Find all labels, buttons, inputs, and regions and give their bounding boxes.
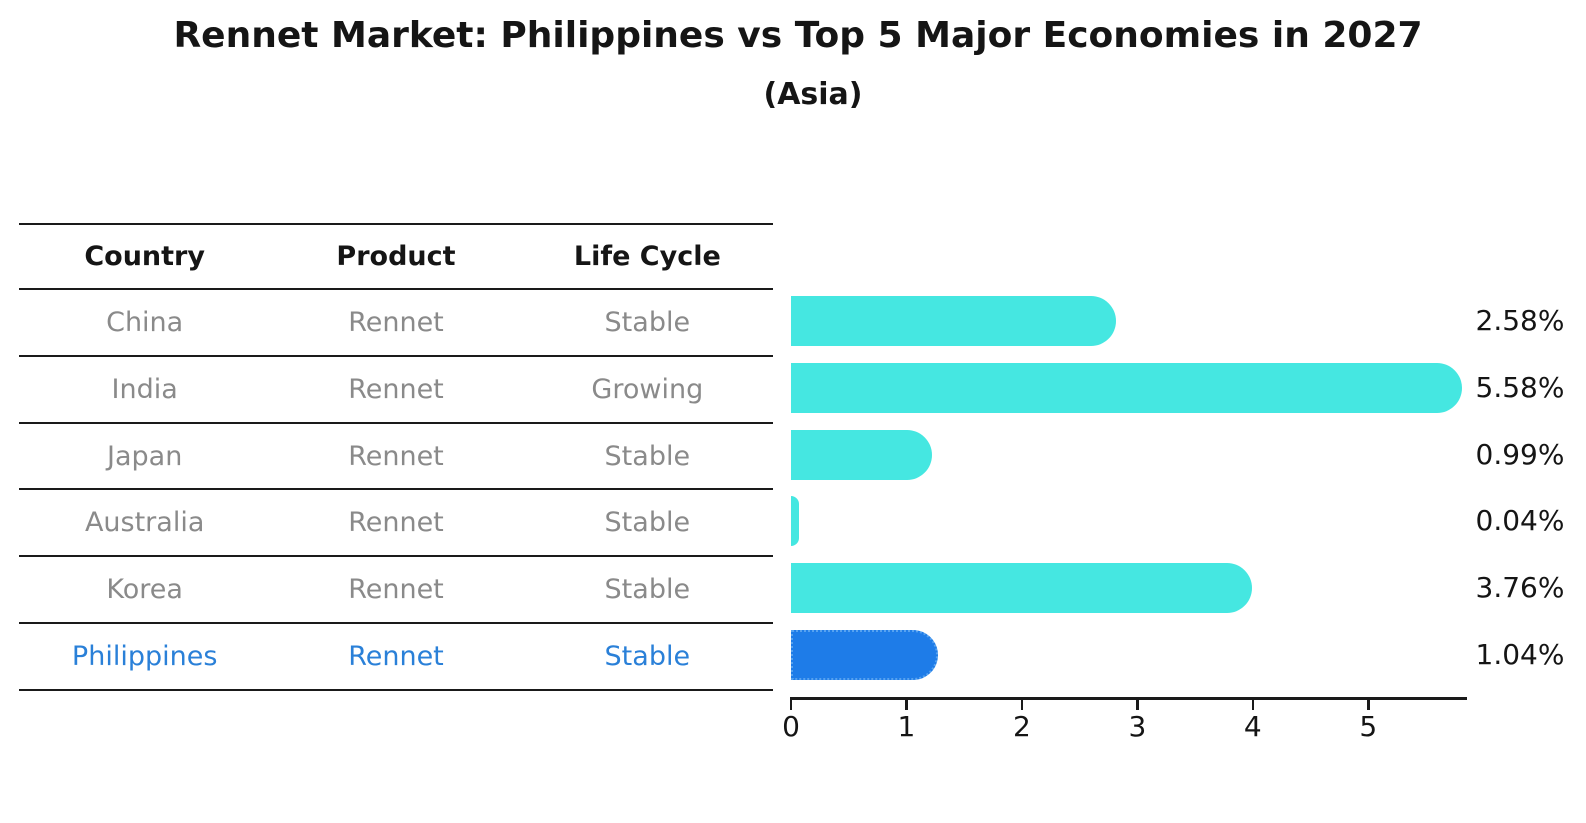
x-axis-tick-label: 4 (1243, 710, 1262, 743)
cell-country: Japan (107, 440, 183, 472)
value-label-india: 5.58% (1475, 370, 1565, 404)
cell-country: India (111, 373, 178, 405)
col-header-lifecycle: Life Cycle (573, 241, 721, 272)
cell-country: China (106, 306, 184, 338)
bar-philippines (791, 630, 939, 681)
value-label-australia: 0.04% (1475, 504, 1565, 538)
bar-korea (791, 563, 1253, 614)
x-axis-tick (789, 699, 793, 710)
x-axis-tick (905, 699, 908, 710)
x-axis-tick-label: 5 (1359, 710, 1378, 743)
cell-product: Rennet (348, 641, 444, 673)
x-axis-tick-label: 1 (897, 710, 916, 743)
col-header-product: Product (336, 241, 456, 272)
cell-lifecycle: Growing (591, 373, 704, 405)
value-label-japan: 0.99% (1475, 437, 1565, 471)
country-table: Country Product Life Cycle China Rennet … (19, 223, 773, 691)
bar-india (791, 362, 1463, 413)
cell-lifecycle: Stable (604, 641, 691, 673)
cell-lifecycle: Stable (604, 306, 691, 338)
table-row-australia: Australia Rennet Stable (19, 490, 773, 558)
table-row-philippines: Philippines Rennet Stable (19, 624, 773, 691)
cell-product: Rennet (348, 574, 444, 606)
x-axis-tick (1251, 699, 1255, 710)
table-row-india: India Rennet Growing (19, 357, 773, 424)
x-axis-tick-label: 0 (782, 710, 800, 743)
x-axis-tick (1136, 699, 1139, 710)
cell-lifecycle: Stable (604, 507, 691, 539)
cell-product: Rennet (348, 507, 444, 539)
table-row-korea: Korea Rennet Stable (19, 557, 773, 625)
table-row-china: China Rennet Stable (19, 290, 773, 357)
cell-lifecycle: Stable (604, 440, 691, 472)
bar-china (791, 296, 1116, 346)
chart-subtitle: (Asia) (763, 77, 863, 112)
value-label-china: 2.58% (1475, 304, 1565, 337)
bar-japan (791, 429, 933, 480)
col-header-country: Country (84, 241, 205, 272)
x-axis-tick-label: 2 (1012, 710, 1031, 743)
value-label-philippines: 1.04% (1475, 638, 1565, 672)
cell-product: Rennet (348, 373, 444, 405)
cell-lifecycle: Stable (604, 574, 691, 606)
cell-product: Rennet (348, 306, 444, 338)
table-header-row: Country Product Life Cycle (19, 225, 773, 290)
x-axis-tick-label: 3 (1128, 710, 1147, 743)
x-axis-line (790, 697, 1467, 700)
cell-product: Rennet (348, 440, 444, 472)
chart-title: Rennet Market: Philippines vs Top 5 Majo… (173, 15, 1423, 56)
x-axis-tick (1020, 699, 1024, 710)
cell-country: Korea (106, 574, 183, 606)
cell-country: Philippines (71, 641, 218, 673)
bar-australia (791, 496, 799, 547)
table-row-japan: Japan Rennet Stable (19, 424, 773, 491)
value-label-korea: 3.76% (1475, 571, 1565, 605)
x-axis-tick (1367, 699, 1370, 710)
cell-country: Australia (84, 507, 205, 539)
